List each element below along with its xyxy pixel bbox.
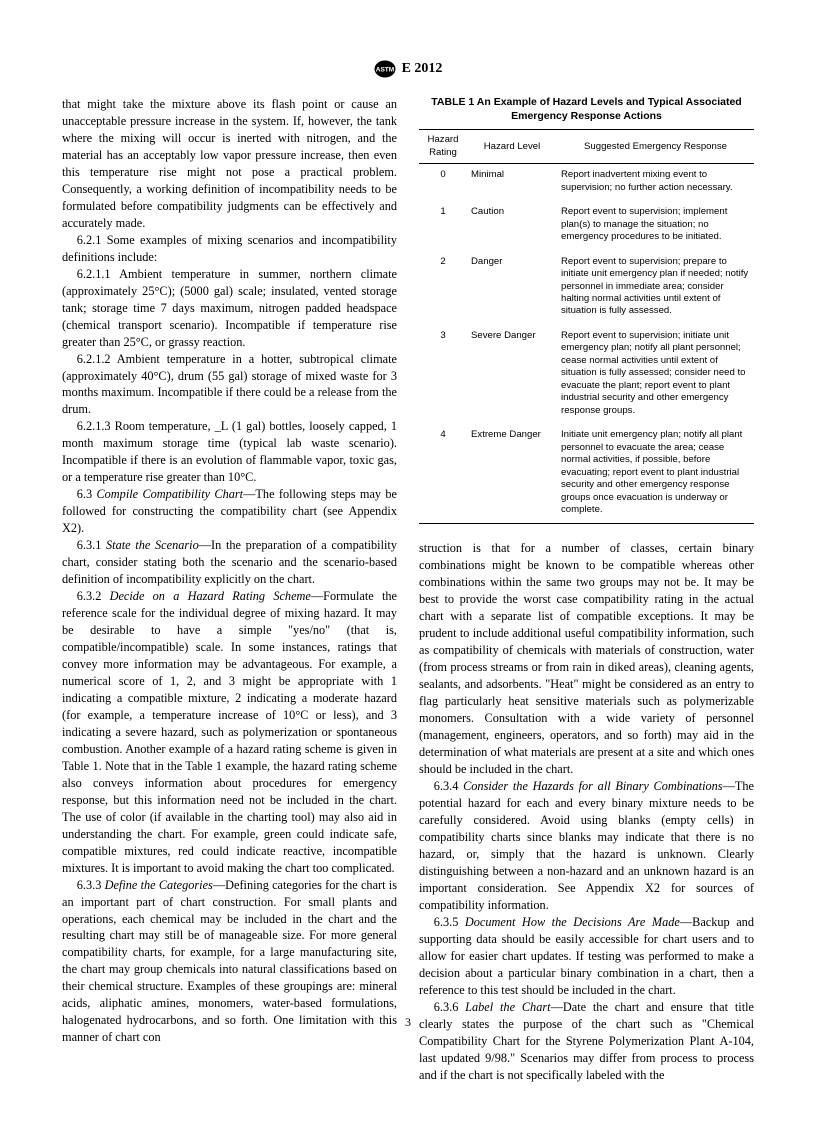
body-text: 6.2.1.3 Room temperature, _L (1 gal) bot… (62, 418, 397, 486)
svg-text:ASTM: ASTM (375, 67, 393, 74)
table-header: Hazard Level (467, 130, 557, 164)
body-text: 6.2.1.1 Ambient temperature in summer, n… (62, 266, 397, 351)
body-text: 6.3.2 Decide on a Hazard Rating Scheme—F… (62, 588, 397, 876)
table-row: 3 Severe Danger Report event to supervis… (419, 325, 754, 424)
body-text: struction is that for a number of classe… (419, 540, 754, 778)
body-text: 6.2.1.2 Ambient temperature in a hotter,… (62, 351, 397, 419)
table-row: 1 Caution Report event to supervision; i… (419, 201, 754, 250)
astm-logo-icon: ASTM (374, 60, 396, 78)
hazard-table: Hazard Rating Hazard Level Suggested Eme… (419, 129, 754, 524)
table-row: 4 Extreme Danger Initiate unit emergency… (419, 424, 754, 524)
body-text: 6.3.6 Label the Chart—Date the chart and… (419, 999, 754, 1084)
page-number: 3 (0, 1015, 816, 1030)
table-title: TABLE 1 An Example of Hazard Levels and … (423, 96, 750, 123)
body-text: 6.2.1 Some examples of mixing scenarios … (62, 232, 397, 266)
table-header: Hazard Rating (419, 130, 467, 164)
body-text: that might take the mixture above its fl… (62, 96, 397, 232)
body-text: 6.3.1 State the Scenario—In the preparat… (62, 537, 397, 588)
page-header: ASTM E 2012 (62, 60, 754, 78)
table-row: 0 Minimal Report inadvertent mixing even… (419, 164, 754, 201)
body-text: 6.3.5 Document How the Decisions Are Mad… (419, 914, 754, 999)
body-text: 6.3.4 Consider the Hazards for all Binar… (419, 778, 754, 914)
table-header: Suggested Emergency Response (557, 130, 754, 164)
body-columns: that might take the mixture above its fl… (62, 96, 754, 1083)
standard-code: E 2012 (402, 61, 443, 77)
body-text: 6.3 Compile Compatibility Chart—The foll… (62, 486, 397, 537)
table-row: 2 Danger Report event to supervision; pr… (419, 251, 754, 325)
table-1: TABLE 1 An Example of Hazard Levels and … (419, 96, 754, 524)
